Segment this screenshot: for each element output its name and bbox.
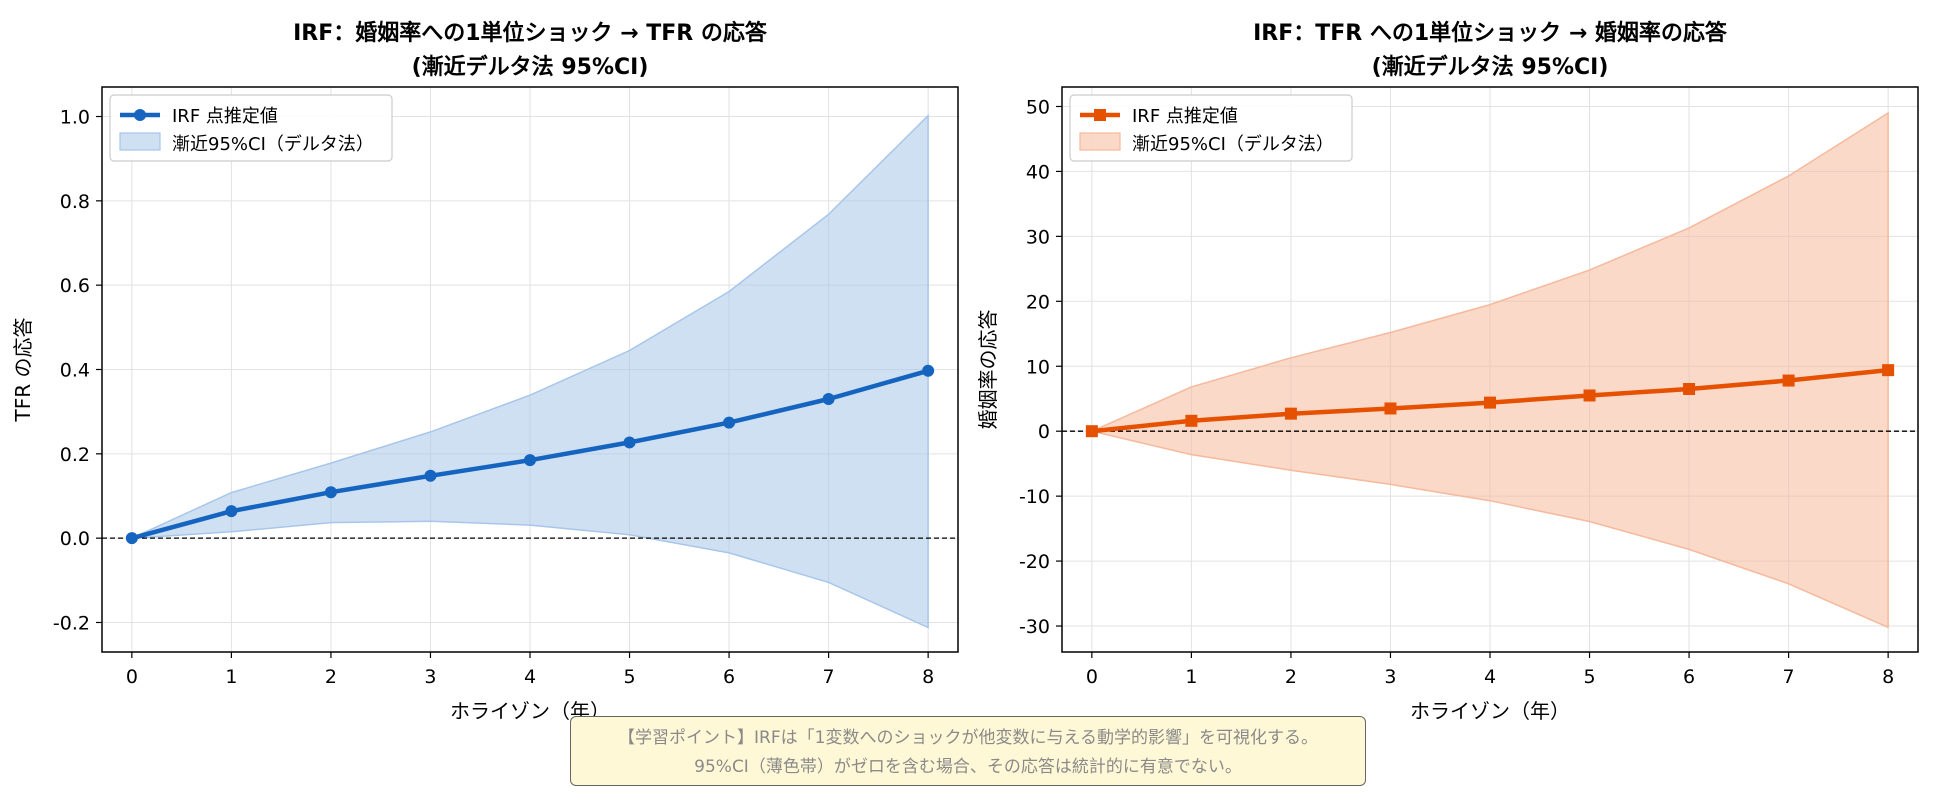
x-tick-label: 7 [1783, 666, 1795, 688]
y-tick-label: 0.8 [60, 191, 90, 213]
irf-point [125, 532, 138, 545]
legend-label-irf: IRF 点推定値 [172, 106, 278, 127]
y-tick-label: 0 [1038, 421, 1050, 443]
irf-point [1384, 402, 1397, 415]
x-tick-label: 3 [1384, 666, 1396, 688]
x-tick-label: 1 [225, 666, 237, 688]
note-line-2: 95%CI（薄色帯）がゼロを含む場合、その応答は統計的に有意でない。 [694, 757, 1242, 777]
legend-label-ci: 漸近95%CI（デルタ法） [172, 134, 374, 155]
x-tick-label: 8 [1882, 666, 1894, 688]
irf-point [424, 469, 437, 482]
irf-point [623, 436, 636, 449]
legend-marker-swatch [134, 109, 146, 121]
y-tick-label: -20 [1019, 551, 1050, 573]
note-line-1: 【学習ポイント】IRFは「1変数へのショックが他変数に与える動学的影響」を可視化… [618, 728, 1318, 748]
chart-title: (漸近デルタ法 95%CI) [1372, 54, 1609, 80]
legend-band-swatch [1079, 132, 1121, 151]
x-tick-label: 1 [1185, 666, 1197, 688]
learning-point-note: 【学習ポイント】IRFは「1変数へのショックが他変数に与える動学的影響」を可視化… [570, 716, 1366, 786]
irf-point [1185, 414, 1198, 427]
irf-point [1882, 364, 1895, 377]
y-tick-label: 50 [1026, 96, 1050, 118]
y-tick-label: -0.2 [53, 612, 90, 634]
x-tick-label: 6 [1683, 666, 1695, 688]
y-tick-label: 1.0 [60, 107, 90, 129]
irf-point [324, 486, 337, 499]
irf-point [1782, 374, 1795, 387]
legend-label-ci: 漸近95%CI（デルタ法） [1132, 134, 1334, 155]
chart-title: IRF：婚姻率への1単位ショック → TFR の応答 [293, 20, 768, 46]
x-tick-label: 4 [524, 666, 536, 688]
x-tick-label: 0 [126, 666, 138, 688]
y-tick-label: 10 [1026, 356, 1050, 378]
y-tick-label: 40 [1026, 161, 1050, 183]
y-tick-label: -10 [1019, 486, 1050, 508]
chart-title: IRF：TFR への1単位ショック → 婚姻率の応答 [1253, 20, 1728, 46]
y-axis-label: 婚姻率の応答 [976, 310, 1000, 430]
x-tick-label: 3 [424, 666, 436, 688]
x-tick-label: 2 [325, 666, 337, 688]
irf-point [1683, 382, 1696, 395]
irf-point [524, 454, 536, 467]
x-tick-label: 5 [623, 666, 635, 688]
irf-point [822, 393, 835, 406]
irf-point [1484, 396, 1496, 409]
irf-point [922, 364, 935, 377]
x-tick-label: 6 [723, 666, 735, 688]
x-tick-label: 2 [1285, 666, 1297, 688]
x-tick-label: 5 [1583, 666, 1595, 688]
y-tick-label: 0.4 [60, 360, 90, 382]
y-tick-label: 20 [1026, 291, 1050, 313]
legend-label-irf: IRF 点推定値 [1132, 106, 1238, 127]
y-tick-label: 0.2 [60, 444, 90, 466]
chart-title: (漸近デルタ法 95%CI) [412, 54, 649, 80]
x-tick-label: 8 [922, 666, 934, 688]
legend-band-swatch [119, 132, 161, 151]
irf-point [1583, 389, 1596, 402]
y-tick-label: -30 [1019, 616, 1050, 638]
legend-marker-swatch [1094, 109, 1106, 121]
x-tick-label: 7 [823, 666, 835, 688]
irf-point [723, 416, 736, 429]
y-tick-label: 30 [1026, 226, 1050, 248]
irf-point [1085, 425, 1098, 438]
x-tick-label: 4 [1484, 666, 1496, 688]
x-tick-label: 0 [1086, 666, 1098, 688]
irf-panel-marriage-response: 0 1 2 3 4 5 6 7 8 -30 -20 -10 0 10 20 30 40 50 IRF：TFR への1… [976, 20, 1919, 723]
irf-point [1284, 407, 1297, 420]
legend-box [109, 94, 393, 162]
irf-point [225, 505, 238, 518]
y-axis-label: TFR の応答 [11, 318, 35, 423]
legend-box [1069, 94, 1353, 162]
irf-panel-tfr-response: 0 1 2 3 4 5 6 7 8 -0.2 0.0 0.2 0.4 0.6 0.8 1.0 IRF：婚姻率への… [11, 20, 959, 723]
y-tick-label: 0.0 [60, 528, 90, 550]
y-tick-label: 0.6 [60, 275, 90, 297]
x-axis-label: ホライゾン（年） [1410, 699, 1570, 723]
